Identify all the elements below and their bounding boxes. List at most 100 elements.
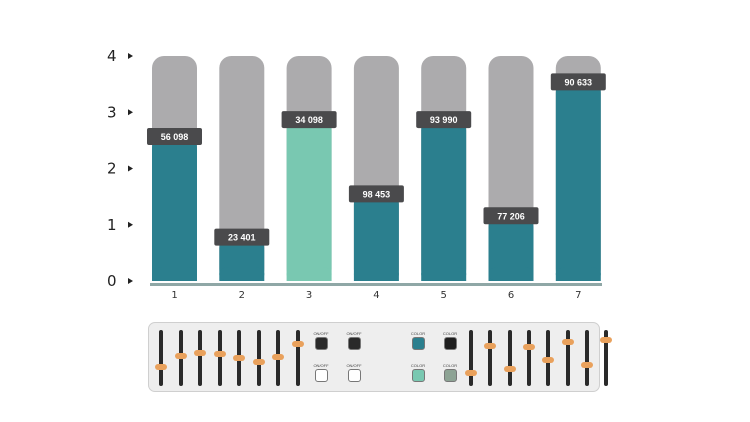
color-swatch-swatch[interactable]: [443, 337, 457, 350]
bar-chart: 0 1 2 3 4 56 098 23 401 34 098 98 453 93 990 77 2…: [107, 47, 606, 300]
slider-knob[interactable]: [542, 357, 555, 363]
slider-knob[interactable]: [522, 344, 535, 350]
value-label: 77 206: [497, 211, 525, 221]
color-swatch-swatch[interactable]: [411, 337, 425, 350]
slider-track: [217, 330, 222, 386]
toggle-button-swatch[interactable]: [347, 337, 361, 350]
slider-knob[interactable]: [155, 364, 167, 370]
x-tick-label: 2: [239, 290, 245, 300]
slider[interactable]: [561, 330, 574, 386]
slider-track: [526, 330, 531, 386]
slider-track: [159, 330, 163, 386]
value-label-box: [483, 207, 539, 225]
value-label-box: [281, 111, 337, 129]
x-tick-label: 7: [575, 290, 581, 300]
bar-column: 56 098: [147, 56, 202, 281]
x-axis: 1 2 3 4 5 6 7: [171, 290, 581, 300]
slider-knob[interactable]: [252, 359, 265, 365]
y-tick-arrow-icon: [128, 53, 133, 59]
control-panel: ON/OFF ON/OFF ON/OFF ON/OFF COLOR COLOR COLOR C…: [148, 322, 613, 392]
slider[interactable]: [272, 330, 284, 386]
slider-knob[interactable]: [233, 355, 245, 361]
slider-knob[interactable]: [561, 339, 574, 345]
slider-track: [584, 330, 589, 386]
bar-base: [421, 267, 467, 281]
slider-knob[interactable]: [213, 351, 226, 357]
slider-knob[interactable]: [484, 342, 497, 349]
slider[interactable]: [503, 330, 516, 386]
y-tick-label: 0: [107, 272, 117, 290]
toggle-button[interactable]: ON/OFF: [310, 331, 332, 350]
bar-column: 23 401: [214, 56, 270, 281]
value-label: 93 990: [430, 115, 458, 125]
slider[interactable]: [522, 330, 535, 386]
y-tick-label: 2: [107, 160, 117, 178]
toggle-button-label: ON/OFF: [313, 363, 329, 368]
y-tick-arrow-icon: [128, 278, 133, 284]
bar: [152, 136, 197, 281]
bar-base: [488, 267, 534, 281]
value-label-box: [416, 111, 472, 129]
bar-base: [353, 267, 399, 281]
slider-knob[interactable]: [174, 352, 187, 359]
value-label-box: [550, 73, 606, 91]
toggle-button[interactable]: ON/OFF: [310, 363, 332, 382]
slider[interactable]: [291, 330, 304, 386]
slider[interactable]: [213, 330, 226, 386]
slider-knob[interactable]: [503, 366, 516, 372]
bar: [421, 119, 467, 281]
y-tick-label: 4: [107, 47, 117, 65]
color-swatch-label: COLOR: [410, 363, 426, 368]
y-tick-label: 3: [107, 103, 117, 121]
bar-base: [286, 267, 332, 281]
slider[interactable]: [465, 330, 477, 386]
value-label-box: [214, 228, 270, 246]
bar: [286, 119, 332, 281]
slider[interactable]: [484, 330, 497, 386]
color-swatch-label: COLOR: [442, 363, 458, 368]
slider-knob[interactable]: [272, 354, 284, 360]
toggle-button-swatch[interactable]: [347, 369, 361, 382]
slider-track: [565, 330, 570, 386]
color-swatch-swatch[interactable]: [443, 369, 457, 382]
x-tick-label: 3: [306, 290, 312, 300]
slider[interactable]: [194, 330, 206, 386]
x-tick-label: 4: [373, 290, 379, 300]
slider-track: [507, 330, 512, 386]
toggle-button[interactable]: ON/OFF: [343, 331, 365, 350]
value-label: 23 401: [228, 233, 256, 243]
slider[interactable]: [542, 330, 555, 386]
slider-knob[interactable]: [465, 370, 477, 376]
color-swatch[interactable]: COLOR: [407, 363, 429, 382]
bar-group: 56 098 23 401 34 098 98 453 93 990 77 206 90 6…: [147, 56, 606, 281]
slider[interactable]: [174, 330, 187, 386]
slider-track: [295, 330, 300, 386]
bar: [353, 193, 399, 281]
slider[interactable]: [233, 330, 245, 386]
value-label-box: [348, 185, 404, 203]
slider-knob[interactable]: [600, 337, 613, 343]
color-swatch[interactable]: COLOR: [439, 363, 461, 382]
slider-knob[interactable]: [194, 350, 206, 356]
color-swatch[interactable]: COLOR: [407, 331, 429, 350]
x-axis-line: [150, 283, 602, 286]
x-tick-label: 5: [441, 290, 447, 300]
slider-track: [488, 330, 493, 386]
toggle-button[interactable]: ON/OFF: [343, 363, 365, 382]
color-swatch[interactable]: COLOR: [439, 331, 461, 350]
slider-knob[interactable]: [291, 341, 304, 347]
color-swatch-swatch[interactable]: [411, 369, 425, 382]
value-label: 56 098: [161, 132, 189, 142]
toggle-button-swatch[interactable]: [314, 337, 328, 350]
slider[interactable]: [252, 330, 265, 386]
slider-track: [256, 330, 261, 386]
bar: [488, 215, 534, 281]
slider[interactable]: [155, 330, 167, 386]
slider-track: [198, 330, 202, 386]
toggle-button-swatch[interactable]: [314, 369, 328, 382]
slider-knob[interactable]: [580, 362, 593, 368]
color-swatch-label: COLOR: [410, 331, 426, 336]
bar-column: 34 098: [281, 56, 337, 281]
slider[interactable]: [600, 330, 613, 386]
slider[interactable]: [580, 330, 593, 386]
